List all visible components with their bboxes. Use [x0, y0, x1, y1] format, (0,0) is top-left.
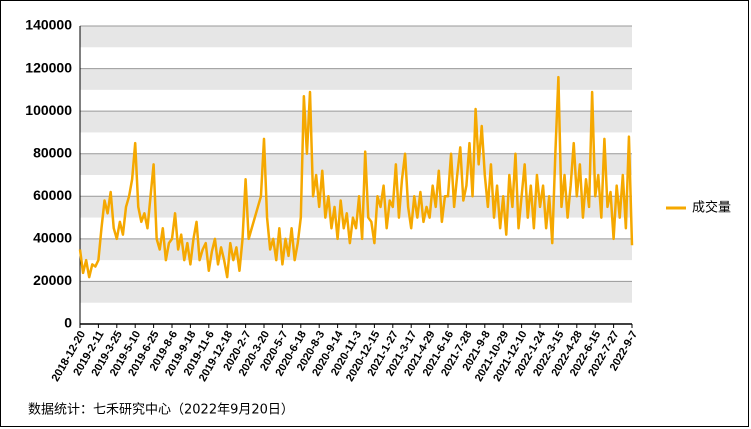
band: [80, 89, 632, 112]
source-note: 数据统计：七禾研究中心（2022年9月20日）: [28, 403, 294, 418]
band: [80, 132, 632, 154]
band: [80, 111, 632, 133]
band: [80, 68, 632, 90]
legend-label: 成交量: [692, 200, 731, 216]
y-tick-label: 80000: [33, 144, 72, 160]
y-tick-label: 0: [64, 315, 72, 331]
y-tick-label: 120000: [25, 59, 72, 75]
y-tick-label: 20000: [33, 272, 72, 288]
band: [80, 281, 632, 303]
band: [80, 175, 632, 197]
y-tick-label: 40000: [33, 230, 72, 246]
band: [80, 153, 632, 175]
band: [80, 26, 632, 48]
band: [80, 302, 632, 324]
band: [80, 238, 632, 261]
y-tick-label: 140000: [25, 17, 72, 33]
line: [78, 75, 634, 279]
band: [80, 260, 632, 282]
band: [80, 47, 632, 69]
y-tick-label: 60000: [33, 187, 72, 203]
y-tick-label: 100000: [25, 102, 72, 118]
